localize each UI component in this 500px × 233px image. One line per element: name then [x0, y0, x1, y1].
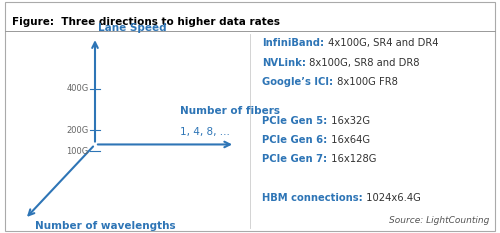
Text: Figure:  Three directions to higher data rates: Figure: Three directions to higher data …: [12, 17, 280, 27]
Text: NVLink:: NVLink:: [262, 58, 306, 68]
Text: 8x100G, SR8 and DR8: 8x100G, SR8 and DR8: [306, 58, 420, 68]
Text: 16x64G: 16x64G: [328, 135, 370, 145]
Text: PCIe Gen 7:: PCIe Gen 7:: [262, 154, 328, 164]
Text: PCIe Gen 5:: PCIe Gen 5:: [262, 116, 328, 126]
Text: PCIe Gen 6:: PCIe Gen 6:: [262, 135, 328, 145]
Text: 16x32G: 16x32G: [328, 116, 370, 126]
Text: Google’s ICI:: Google’s ICI:: [262, 77, 334, 87]
Text: Lane Speed: Lane Speed: [98, 23, 166, 33]
Text: Number of wavelengths: Number of wavelengths: [35, 221, 176, 231]
Text: Number of fibers: Number of fibers: [180, 106, 280, 116]
Text: 1024x6.4G: 1024x6.4G: [363, 193, 421, 203]
Text: Source: LightCounting: Source: LightCounting: [388, 216, 489, 225]
Text: 400G: 400G: [66, 84, 88, 93]
Text: 100G: 100G: [66, 147, 88, 156]
Text: InfiniBand:: InfiniBand:: [262, 38, 324, 48]
Text: 8x100G FR8: 8x100G FR8: [334, 77, 398, 87]
Text: 4x100G, SR4 and DR4: 4x100G, SR4 and DR4: [324, 38, 438, 48]
Text: 16x128G: 16x128G: [328, 154, 376, 164]
Text: 200G: 200G: [66, 126, 88, 135]
Text: 1, 4, 8, ...: 1, 4, 8, ...: [180, 127, 230, 137]
Text: HBM connections:: HBM connections:: [262, 193, 363, 203]
